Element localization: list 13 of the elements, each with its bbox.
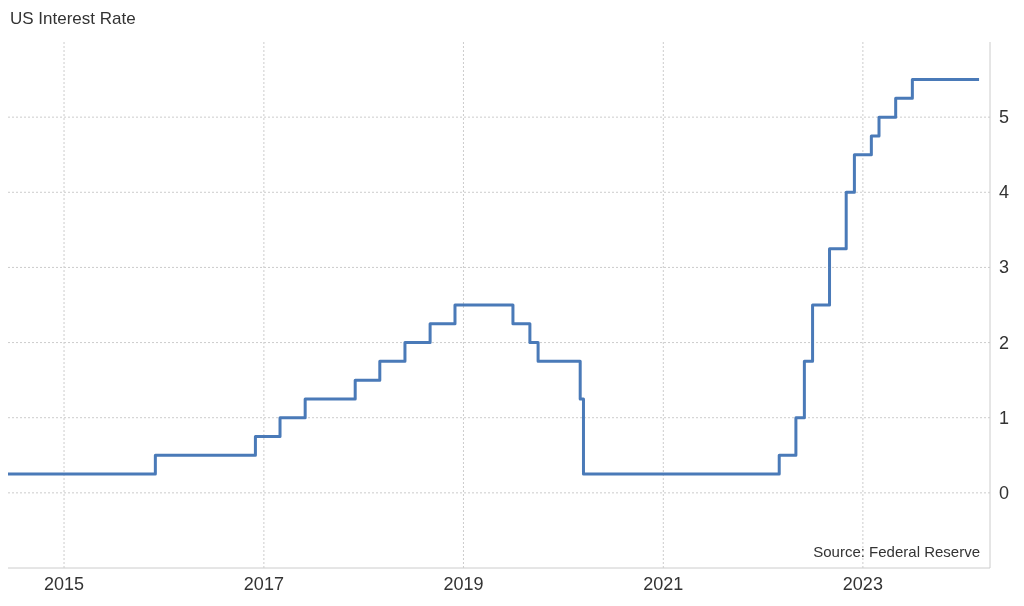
y-tick-label: 1 [998, 407, 1010, 428]
x-tick-label: 2023 [842, 574, 883, 594]
y-tick-label: 4 [998, 182, 1010, 203]
y-tick-label: 2 [998, 332, 1010, 353]
y-tick-label: 0 [998, 482, 1010, 503]
y-tick-label: 3 [998, 257, 1010, 278]
y-tick-label: 5 [998, 107, 1010, 128]
x-tick-label: 2019 [443, 574, 484, 594]
annotation: Source: Federal Reserve [813, 543, 980, 560]
chart-title: US Interest Rate [10, 9, 136, 28]
x-tick-label: 2017 [243, 574, 284, 594]
x-tick-label: 2021 [643, 574, 684, 594]
x-tick-label: 2015 [44, 574, 85, 594]
